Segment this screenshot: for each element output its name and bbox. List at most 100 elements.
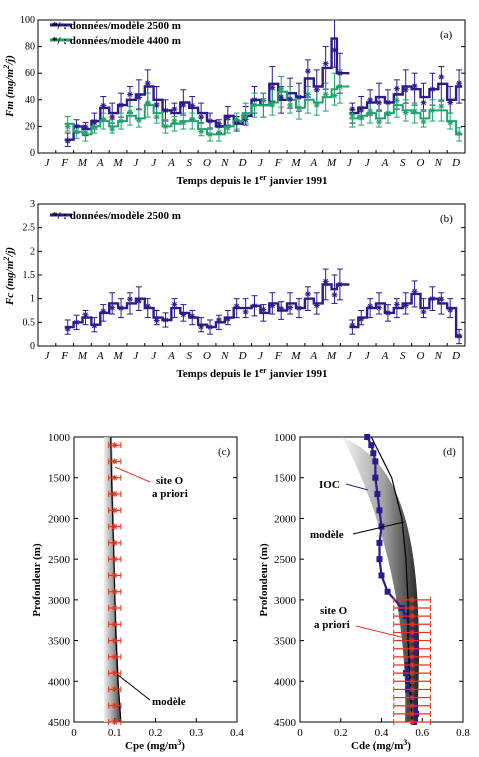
pc-site-o-point: [111, 670, 118, 677]
pa-series-2500-data-point: [278, 94, 285, 101]
pd-site-o-point: [409, 653, 416, 660]
pa-series-4400-data-point: [287, 102, 294, 109]
pa-series-4400-data-point: [242, 114, 249, 121]
pd-ioc-marker: [384, 588, 391, 595]
pc-site-o-point: [111, 605, 118, 611]
pa-xtick-label: J: [151, 157, 157, 169]
pa-xtick-label: J: [347, 157, 353, 169]
panel-d-annot-model-pointer: [352, 521, 405, 535]
pb-series-2500-data-point: [171, 301, 178, 308]
pa-xtick-label: S: [400, 157, 406, 169]
pa-series-2500-data-point: [82, 123, 89, 130]
pa-series-4400-data-point: [73, 128, 80, 135]
pa-series-4400-data-point: [349, 111, 356, 118]
pd-ytick-label: 3500: [274, 636, 297, 648]
pa-series-2500-data-point: [287, 96, 294, 103]
panel-b-legend: */ : données/modèle 2500 m: [50, 210, 181, 222]
pb-series-2500-data-point: [393, 301, 400, 308]
pb-series-2500-data-point: [100, 308, 107, 315]
pd-site-o-point: [409, 686, 416, 693]
pc-site-o-point: [111, 686, 118, 693]
pa-series-2500-data-point: [180, 101, 187, 108]
pa-series-4400-data-point: [304, 91, 311, 98]
panel-a-legend: */ : données/modèle 2500 m */ : données/…: [50, 20, 181, 47]
pa-series-4400-data-point: [233, 116, 240, 123]
pd-site-o-point: [409, 637, 416, 644]
pa-series-4400-data-point: [384, 110, 391, 117]
pa-xtick-label: A: [167, 157, 175, 169]
pc-site-o-point: [111, 637, 118, 644]
pb-series-2500-data-point: [367, 303, 374, 310]
pd-ioc-marker: [372, 474, 379, 481]
pb-xtick-label: N: [434, 350, 443, 362]
panel-c-xlabel: Cpe (mg/m3): [125, 738, 185, 752]
pb-series-2500-data-point: [331, 291, 338, 298]
pa-series-4400-data-point: [358, 114, 365, 121]
panel-a-data-points: [64, 47, 463, 145]
pd-site-o-point: [409, 719, 416, 725]
pd-site-o-point: [409, 662, 416, 668]
pc-site-o-point: [111, 702, 118, 709]
pa-xtick-label: M: [77, 157, 88, 169]
pb-xtick-label: F: [60, 350, 68, 362]
pb-series-2500-data-point: [73, 319, 80, 326]
legend-2500-label: */ : données/modèle 2500 m: [52, 20, 181, 32]
pb-xtick-label: O: [203, 350, 211, 362]
pa-series-4400-data-point: [251, 102, 258, 109]
pb-xtick-label: O: [417, 350, 425, 362]
pa-series-4400-data-point: [118, 118, 125, 125]
pa-series-4400-data-point: [269, 101, 276, 108]
pa-xtick-label: N: [220, 157, 229, 169]
pa-series-2500-data-point: [153, 102, 160, 109]
panel-a-series: [64, 37, 463, 141]
panel-d-xlabel: Cde (mg/m3): [351, 738, 411, 752]
pc-xtick-label: 0.3: [189, 727, 203, 739]
pd-xtick-label: 0.6: [415, 727, 429, 739]
pd-site-o-point: [409, 621, 416, 628]
pa-series-2500-data-point: [100, 102, 107, 109]
pb-ytick-label: 3: [30, 199, 35, 210]
pa-series-4400-data-point: [278, 85, 285, 92]
pc-site-o-point: [111, 653, 118, 660]
pa-series-2500-data-point: [429, 86, 436, 93]
pb-series-2500-data-point: [429, 295, 436, 302]
panel-c-series: [108, 436, 122, 725]
pb-series-2500-data-point: [260, 306, 267, 313]
pd-ioc-marker: [368, 442, 375, 449]
pa-series-2500-data-point: [420, 99, 427, 106]
panel-a-xlabel: Temps depuis le 1er janvier 1991: [176, 173, 327, 187]
pd-ytick-label: 4000: [274, 676, 297, 688]
pa-series-2500-data-point: [73, 123, 80, 130]
pc-xtick-label: 0: [71, 727, 77, 739]
pa-series-4400-data-point: [393, 97, 400, 104]
pb-xtick-label: J: [44, 350, 50, 362]
pb-series-2500-data-point: [162, 316, 169, 323]
pb-series-2500-data-point: [456, 333, 463, 340]
pa-series-4400-data-point: [135, 117, 142, 124]
pa-series-2500-data-point: [438, 73, 445, 80]
pa-series-2500-data-point: [109, 114, 116, 121]
pb-ytick-label: 2.5: [23, 223, 36, 234]
pb-xtick-label: S: [186, 350, 192, 362]
pc-site-o-point: [111, 588, 118, 595]
pc-site-o-point: [111, 491, 118, 497]
pd-ytick-label: 4500: [274, 717, 297, 729]
pc-xtick-label: 0.2: [149, 727, 163, 739]
pa-xtick-label: O: [203, 157, 211, 169]
pa-series-2500-data-point: [322, 60, 329, 67]
pa-xtick-label: N: [434, 157, 443, 169]
pa-series-4400-data-point: [109, 126, 116, 133]
pa-series-4400-data-point: [171, 117, 178, 124]
pa-series-4400-data-point: [411, 108, 418, 115]
pc-ytick-label: 3500: [48, 636, 71, 648]
pa-series-4400-data-point: [402, 109, 409, 116]
pb-ytick-label: 0.5: [23, 317, 36, 328]
pb-xtick-label: J: [151, 350, 157, 362]
pd-ioc-marker: [378, 523, 385, 530]
pd-ioc-marker: [374, 491, 381, 497]
pc-xtick-label: 0.4: [230, 727, 244, 739]
pb-xtick-label: M: [77, 350, 88, 362]
pa-series-2500-data-point: [269, 84, 276, 91]
pd-site-o-point: [409, 678, 416, 685]
